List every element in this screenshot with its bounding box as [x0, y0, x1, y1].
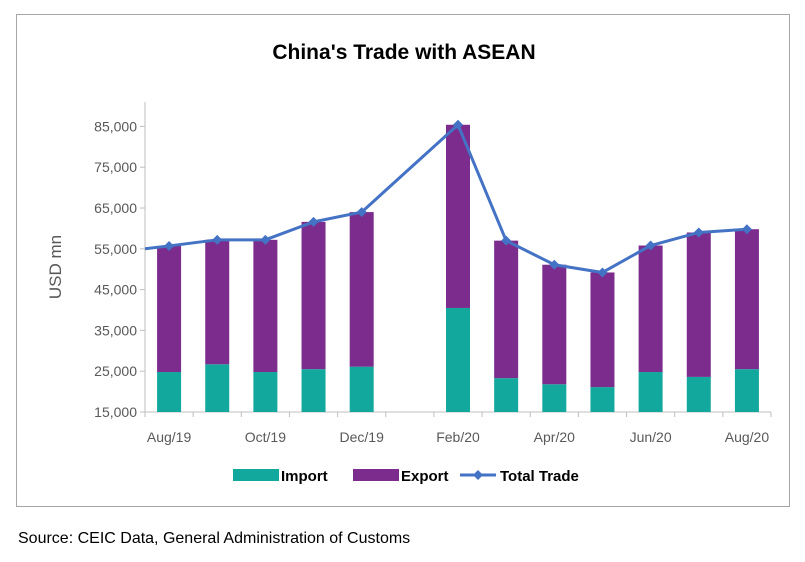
x-tick-label: Apr/20	[534, 429, 575, 445]
import-bar	[253, 372, 278, 412]
source-note: Source: CEIC Data, General Administratio…	[18, 530, 411, 547]
legend-label-total-trade: Total Trade	[500, 468, 579, 485]
export-bar	[446, 124, 470, 308]
total-trade-marker	[645, 240, 656, 251]
total-trade-marker	[693, 227, 704, 238]
total-trade-marker	[597, 267, 608, 278]
export-bar	[494, 240, 519, 379]
y-tick-label: 85,000	[94, 118, 137, 134]
x-tick-label: Dec/19	[340, 429, 385, 445]
y-tick-label: 45,000	[94, 282, 137, 298]
export-bar	[301, 221, 326, 370]
export-bar	[686, 232, 711, 377]
total-trade-marker	[501, 235, 512, 246]
x-tick-label: Aug/19	[147, 429, 192, 445]
chart-title: China's Trade with ASEAN	[272, 41, 535, 64]
total-trade-marker	[741, 224, 752, 235]
export-bar	[638, 245, 663, 373]
import-bar	[542, 384, 567, 412]
import-bar	[446, 307, 470, 412]
import-bar	[301, 369, 326, 412]
export-bar	[590, 272, 615, 388]
import-bar	[205, 364, 230, 412]
export-bar	[253, 239, 278, 373]
export-bar	[157, 245, 182, 373]
total-trade-marker	[212, 234, 223, 245]
y-tick-label: 55,000	[94, 241, 137, 257]
chart-svg: China's Trade with ASEAN USD mn 15,000 25…	[46, 41, 772, 485]
x-tick-label: Feb/20	[436, 429, 480, 445]
y-tick-label: 75,000	[94, 159, 137, 175]
import-bar	[494, 378, 519, 412]
import-bar	[734, 369, 759, 412]
y-tick-label: 35,000	[94, 322, 137, 338]
export-bar	[542, 264, 567, 385]
plot-area: 15,000 25,000 35,000 45,000 55,000 65,000 75,0…	[94, 102, 772, 445]
legend-swatch-import	[233, 469, 279, 481]
import-bar	[638, 372, 663, 412]
legend: Import Export Total Trade	[233, 468, 579, 485]
total-trade-marker	[308, 216, 319, 227]
x-tick-label: Oct/19	[245, 429, 286, 445]
total-trade-marker	[356, 207, 367, 218]
total-trade-marker	[164, 240, 175, 251]
y-tick-label: 15,000	[94, 404, 137, 420]
legend-marker-total-trade	[473, 470, 483, 480]
import-bar	[686, 376, 711, 412]
y-axis-label: USD mn	[46, 235, 65, 299]
legend-swatch-export	[353, 469, 399, 481]
import-bar	[590, 387, 615, 412]
export-bar	[349, 212, 374, 367]
legend-label-import: Import	[281, 468, 328, 485]
total-trade-marker	[453, 119, 463, 130]
y-tick-label: 65,000	[94, 200, 137, 216]
import-bar	[157, 372, 182, 412]
export-bar	[205, 239, 230, 365]
legend-label-export: Export	[401, 468, 449, 485]
total-trade-marker	[260, 234, 271, 245]
export-bar	[734, 229, 759, 370]
y-tick-label: 25,000	[94, 363, 137, 379]
chart-frame: China's Trade with ASEAN USD mn 15,000 25…	[16, 14, 790, 507]
x-tick-label: Aug/20	[725, 429, 770, 445]
total-trade-marker	[549, 259, 560, 270]
import-bar	[349, 366, 374, 412]
x-tick-label: Jun/20	[630, 429, 672, 445]
